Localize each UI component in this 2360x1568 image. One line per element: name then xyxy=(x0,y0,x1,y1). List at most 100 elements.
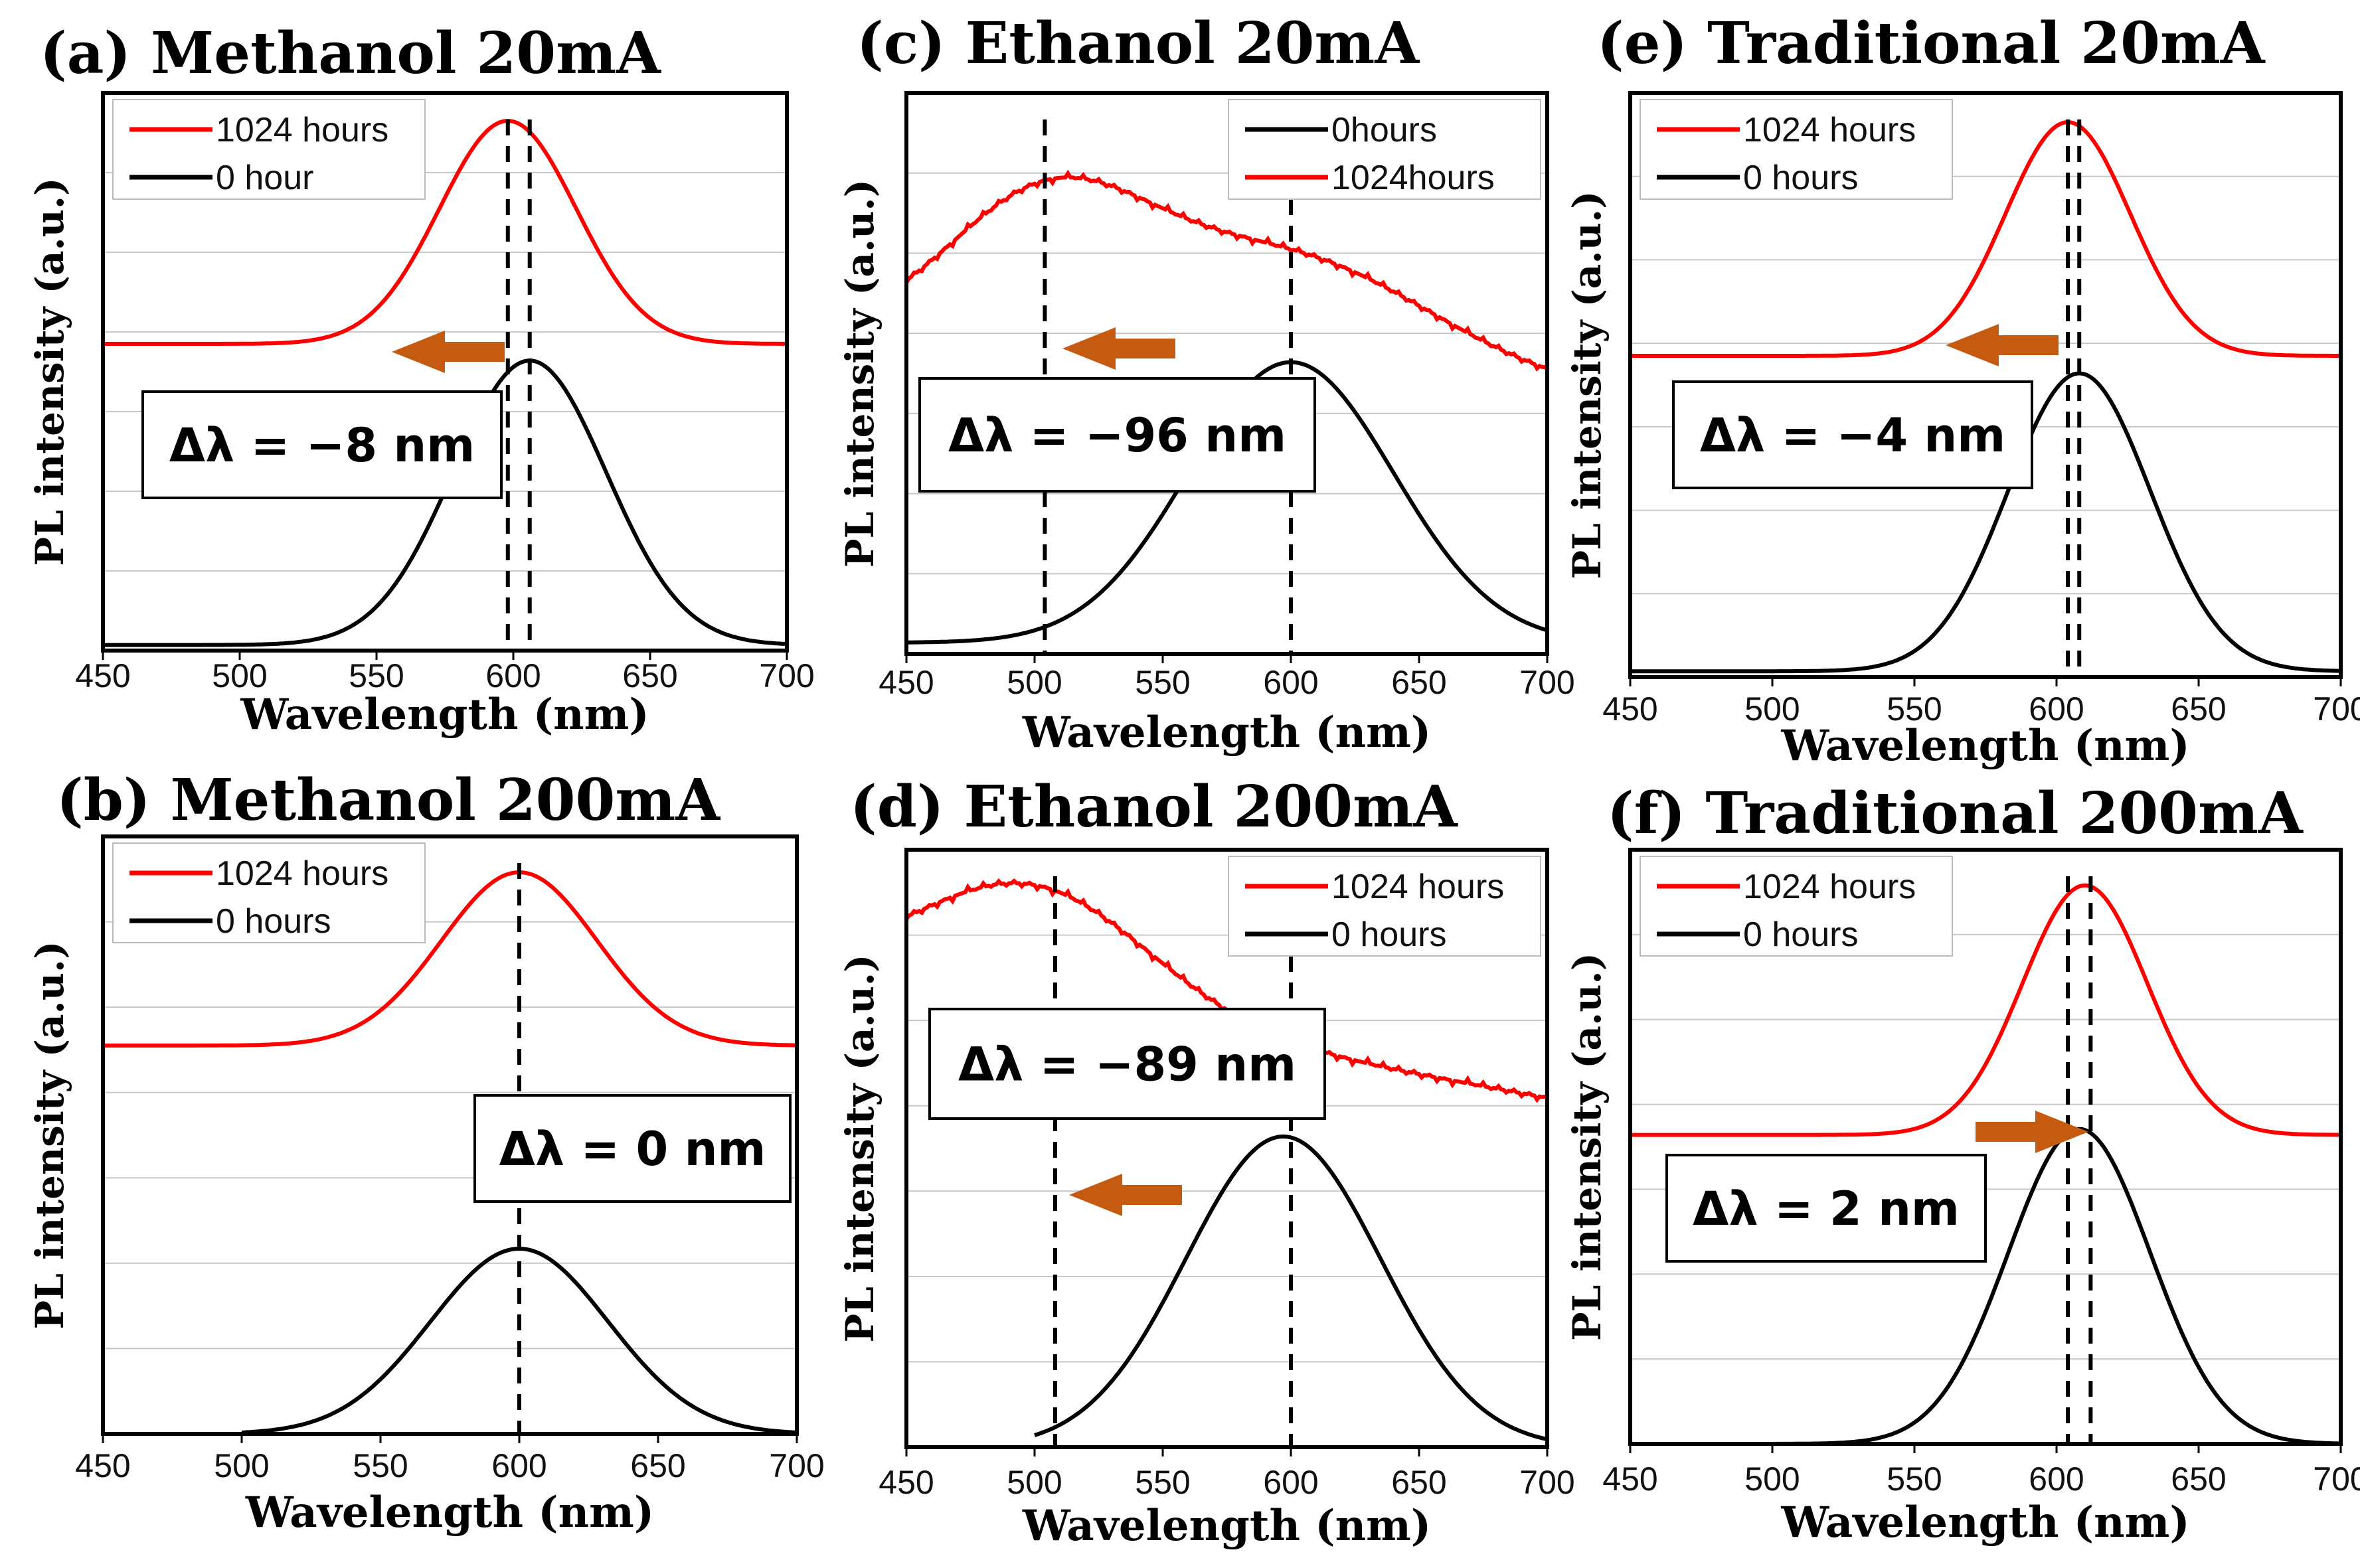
shift-arrow-right xyxy=(1976,1111,2088,1153)
x-tick-label: 500 xyxy=(1007,664,1062,701)
x-axis-label: Wavelength (nm) xyxy=(245,1488,654,1537)
x-tick-label: 550 xyxy=(353,1447,408,1484)
x-axis-label: Wavelength (nm) xyxy=(1780,1498,2189,1547)
x-tick-label: 600 xyxy=(485,657,541,694)
x-tick-label: 600 xyxy=(1263,1464,1318,1501)
x-tick-label: 600 xyxy=(1263,664,1318,701)
x-axis-label: Wavelength (nm) xyxy=(240,690,649,740)
panel-d: (d) Ethanol 200mA 450 500 550 600 650 700 Wavel… xyxy=(837,773,1575,1551)
x-tick-label: 650 xyxy=(630,1447,685,1484)
panel-title: (a) Methanol 20mA xyxy=(40,20,661,87)
delta-annotation: Δλ = −89 nm xyxy=(958,1038,1296,1092)
x-tick-label: 650 xyxy=(1391,1464,1446,1501)
y-axis-label: PL intensity (a.u.) xyxy=(1564,953,1610,1341)
series-line-aged xyxy=(1630,119,2341,358)
x-tick-label: 700 xyxy=(1519,664,1574,701)
legend-label: 0 hours xyxy=(1743,159,1858,197)
legend-label: 1024 hours xyxy=(1331,868,1504,906)
x-tick-label: 500 xyxy=(212,657,267,694)
legend-label: 0 hours xyxy=(1743,915,1858,954)
x-tick-label: 550 xyxy=(1887,1460,1942,1498)
panel-title: (d) Ethanol 200mA xyxy=(850,773,1458,840)
x-tick-label: 450 xyxy=(879,664,934,701)
x-tick-label: 550 xyxy=(1135,1464,1190,1501)
y-axis-label: PL intensity (a.u.) xyxy=(1564,191,1610,579)
shift-arrow-left xyxy=(1946,324,2059,366)
x-tick-label: 700 xyxy=(2313,690,2360,728)
x-tick-label: 500 xyxy=(1744,1460,1800,1498)
x-tick-label: 650 xyxy=(2171,690,2226,728)
panel-f: (f) Traditional 200mA 450 500 550 600 650 700 W… xyxy=(1564,780,2360,1547)
x-tick-label: 500 xyxy=(1744,690,1800,728)
x-axis-label: Wavelength (nm) xyxy=(1022,1501,1431,1551)
x-tick-label: 650 xyxy=(1391,664,1446,701)
x-axis-label: Wavelength (nm) xyxy=(1780,721,2189,771)
y-axis-label: PL intensity (a.u.) xyxy=(837,179,883,568)
panel-a: (a) Methanol 20mA 450 500 550 600 650 700 Wavel… xyxy=(27,20,815,740)
x-axis-label: Wavelength (nm) xyxy=(1022,708,1431,757)
panel-title: (b) Methanol 200mA xyxy=(56,767,720,834)
x-tick-label: 450 xyxy=(1602,1460,1657,1498)
panel-title: (c) Ethanol 20mA xyxy=(857,10,1420,77)
x-tick-label: 450 xyxy=(75,657,130,694)
delta-annotation: Δλ = 2 nm xyxy=(1693,1182,1960,1236)
delta-annotation: Δλ = 0 nm xyxy=(499,1122,766,1176)
legend-label: 0 hours xyxy=(1331,915,1446,954)
x-tick-label: 700 xyxy=(1519,1464,1574,1501)
panel-e: (e) Traditional 20mA 450 500 550 600 650 700 Wa… xyxy=(1564,10,2360,771)
x-tick-label: 450 xyxy=(1602,690,1657,728)
delta-annotation-box xyxy=(473,1094,792,1203)
delta-annotation: Δλ = −96 nm xyxy=(948,408,1286,463)
panel-c: (c) Ethanol 20mA 450 500 550 600 650 700 Wavele… xyxy=(837,10,1575,757)
y-axis-label: PL intensity (a.u.) xyxy=(27,941,72,1329)
legend xyxy=(112,842,426,943)
panel-title: (f) Traditional 200mA xyxy=(1607,780,2304,847)
series-line-initial xyxy=(1772,1127,2341,1446)
legend-label: 0 hour xyxy=(216,159,313,197)
plot-frame xyxy=(101,91,789,653)
x-tick-label: 450 xyxy=(879,1464,934,1501)
y-axis-label: PL intensity (a.u.) xyxy=(27,177,72,566)
x-tick-label: 450 xyxy=(75,1447,130,1484)
panel-b: (b) Methanol 200mA 450 500 550 600 650 700 Wave… xyxy=(27,767,825,1537)
legend xyxy=(1640,856,1953,957)
x-tick-label: 650 xyxy=(2171,1460,2226,1498)
delta-annotation: Δλ = −8 nm xyxy=(169,418,475,473)
x-tick-label: 700 xyxy=(769,1447,824,1484)
shift-arrow-left xyxy=(392,331,505,373)
x-tick-label: 500 xyxy=(1007,1464,1062,1501)
delta-annotation-box xyxy=(1665,1154,1987,1263)
delta-annotation-box xyxy=(141,390,503,499)
series-line-initial xyxy=(1630,371,2341,674)
legend-label: 1024 hours xyxy=(1743,868,1916,906)
x-tick-label: 650 xyxy=(622,657,677,694)
legend-label: 0hours xyxy=(1331,111,1437,149)
series-line-aged xyxy=(1630,883,2341,1137)
plot-frame xyxy=(1628,91,2343,679)
legend xyxy=(1228,99,1541,200)
y-axis-label: PL intensity (a.u.) xyxy=(837,954,883,1342)
series-line-aged xyxy=(103,870,798,1048)
x-tick-label: 700 xyxy=(759,657,814,694)
plot-frame xyxy=(904,91,1549,656)
legend-label: 0 hours xyxy=(216,902,331,941)
legend xyxy=(1228,856,1541,957)
legend xyxy=(112,99,426,200)
x-tick-label: 550 xyxy=(349,657,404,694)
x-tick-label: 550 xyxy=(1887,690,1942,728)
legend-label: 1024 hours xyxy=(1743,111,1916,149)
delta-annotation-box xyxy=(1672,380,2033,489)
legend-label: 1024 hours xyxy=(216,854,388,893)
x-tick-label: 500 xyxy=(214,1447,269,1484)
legend-label: 1024 hours xyxy=(216,111,388,149)
delta-annotation-box xyxy=(928,1008,1326,1120)
x-tick-label: 700 xyxy=(2313,1460,2360,1498)
delta-annotation: Δλ = −4 nm xyxy=(1700,408,2005,463)
plot-frame xyxy=(904,848,1549,1449)
plot-frame xyxy=(1628,848,2343,1446)
x-tick-label: 600 xyxy=(491,1447,547,1484)
legend xyxy=(1640,99,1953,200)
plot-frame xyxy=(101,834,799,1436)
panel-title: (e) Traditional 20mA xyxy=(1597,10,2266,77)
